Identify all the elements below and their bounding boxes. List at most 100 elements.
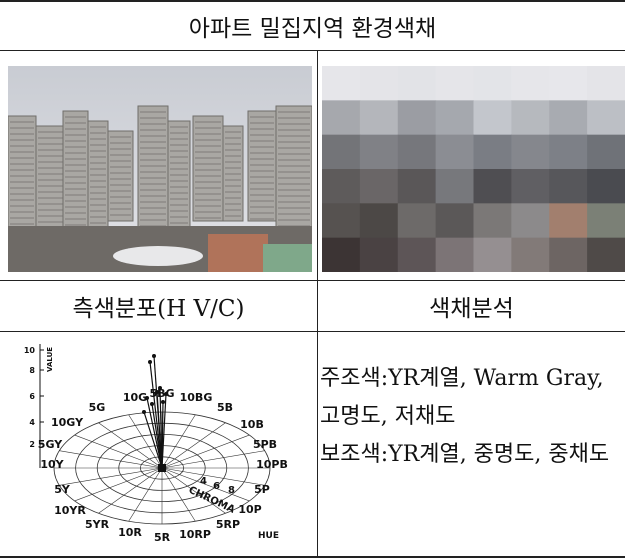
color-swatch: [511, 134, 550, 170]
value-tick-label: 10: [24, 346, 36, 355]
hue-spoke: [161, 467, 250, 502]
value-dot: [145, 396, 149, 400]
color-swatch: [397, 237, 437, 272]
hue-label: 10Y: [40, 458, 64, 471]
value-dot: [158, 386, 162, 390]
hue-spoke: [161, 450, 265, 469]
color-swatch: [322, 169, 361, 204]
hue-label: 5Y: [54, 483, 71, 496]
hue-label: 10BG: [180, 391, 213, 404]
hue-spoke: [161, 414, 196, 469]
rule: [0, 50, 625, 51]
color-swatch: [359, 203, 399, 239]
hue-spoke: [59, 450, 163, 469]
color-swatch: [587, 100, 625, 136]
color-swatch: [435, 169, 474, 204]
value-bar: [151, 403, 163, 469]
hue-spoke: [161, 434, 250, 469]
color-swatch: [359, 134, 399, 170]
rule: [0, 280, 625, 281]
hue-spoke: [161, 467, 226, 514]
analysis-text: 주조색:YR계열, Warm Gray, 고명도, 저채도: [320, 366, 604, 429]
hue-spoke: [161, 467, 196, 522]
chroma-tick: 6: [213, 481, 220, 492]
building: [137, 105, 169, 237]
column-header: 측색분포(H V/C): [72, 296, 245, 322]
color-grid: [322, 66, 625, 272]
hue-spoke: [98, 422, 163, 469]
color-swatch: [511, 237, 550, 272]
column-header: 색채분석: [429, 296, 514, 322]
hue-label: 5P: [254, 483, 270, 496]
hue-label: 10R: [118, 526, 142, 539]
color-swatch: [322, 100, 361, 136]
analysis-text: 보조색:YR계열, 중명도, 중채도: [320, 442, 610, 467]
building: [247, 110, 277, 222]
value-tick-label: 6: [29, 392, 35, 401]
hue-label: 10B: [240, 418, 264, 431]
hue-label: 5GY: [38, 438, 63, 451]
color-swatch: [549, 134, 588, 170]
hue-label: 10RP: [179, 528, 211, 541]
color-swatch: [435, 237, 474, 272]
color-swatch: [397, 169, 437, 204]
color-swatch: [549, 100, 588, 136]
color-swatch: [473, 203, 512, 239]
hue-label: 5BG: [149, 387, 174, 400]
color-swatch: [549, 203, 588, 239]
color-swatch: [397, 203, 437, 239]
color-swatch: [322, 237, 361, 272]
color-swatch: [473, 237, 512, 272]
value-bar: [143, 411, 163, 469]
value-dot: [164, 392, 168, 396]
color-swatch: [359, 66, 399, 101]
center: [158, 464, 166, 472]
value-dot: [152, 354, 156, 358]
color-swatch: [473, 66, 512, 101]
value-bar: [146, 397, 163, 469]
color-swatch: [359, 237, 399, 272]
value-dot: [148, 360, 152, 364]
color-swatch: [435, 134, 474, 170]
photo: [8, 66, 312, 272]
color-swatch: [435, 203, 474, 239]
hue-spoke: [74, 434, 163, 469]
hue-spoke: [59, 467, 163, 486]
color-swatch: [473, 134, 512, 170]
chroma-tick: 4: [200, 476, 207, 487]
color-swatch: [511, 100, 550, 136]
hue-spoke: [161, 467, 265, 486]
color-swatch: [359, 100, 399, 136]
low-building: [208, 234, 268, 272]
color-swatch: [397, 66, 437, 101]
color-swatch: [473, 169, 512, 204]
value-tick-label: 8: [29, 366, 35, 375]
hue-axis-label: HUE: [258, 531, 279, 541]
color-swatch: [549, 237, 588, 272]
color-swatch: [587, 237, 625, 272]
hue-label: 10YR: [54, 504, 86, 517]
color-swatch: [322, 203, 361, 239]
title: 아파트 밀집지역 환경색채: [188, 16, 437, 42]
color-swatch: [511, 66, 550, 101]
hue-label: 5R: [154, 531, 171, 544]
color-swatch: [435, 100, 474, 136]
color-swatch: [511, 169, 550, 204]
value-tick-label: 4: [29, 418, 35, 427]
rule: [0, 0, 625, 2]
chroma-tick: 8: [228, 485, 235, 496]
hue-label: 5PB: [253, 438, 277, 451]
value-dot: [155, 390, 159, 394]
value-axis-label: VALUE: [46, 347, 54, 372]
hue-label: 10PB: [256, 458, 288, 471]
color-swatch: [587, 169, 625, 204]
low-building: [263, 244, 312, 272]
value-bar: [149, 361, 163, 469]
rule: [0, 556, 625, 558]
color-swatch: [397, 134, 437, 170]
hue-label: 5G: [89, 401, 106, 414]
value-dot: [161, 400, 165, 404]
hue-spoke: [128, 467, 163, 522]
